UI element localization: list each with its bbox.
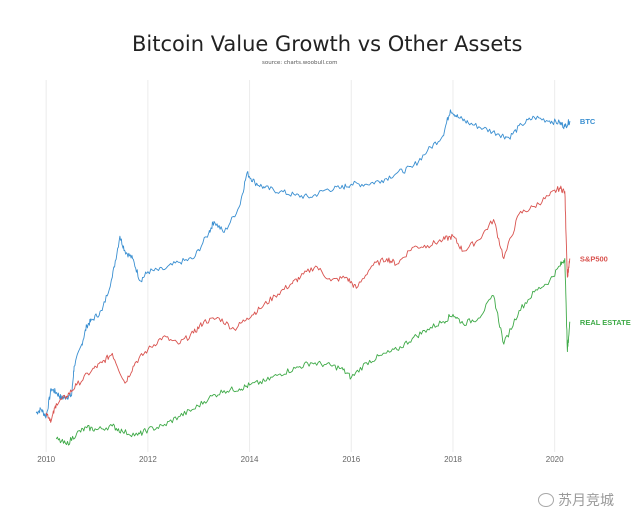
grid-lines — [45, 80, 556, 452]
chart-title: Bitcoin Value Growth vs Other Assets — [132, 32, 523, 56]
series-label: REAL ESTATE — [580, 318, 631, 327]
x-tick-label: 2016 — [342, 455, 360, 464]
series-label: S&P500 — [580, 255, 608, 264]
series-layer — [35, 109, 571, 446]
chart-subtitle: source: charts.woobull.com — [262, 60, 338, 66]
series-label: BTC — [580, 117, 596, 126]
watermark: 苏月竞城 — [538, 490, 614, 510]
x-tick-label: 2012 — [139, 455, 157, 464]
x-tick-label: 2020 — [546, 455, 564, 464]
watermark-text: 苏月竞城 — [558, 493, 614, 509]
x-axis-ticks: 2010 2012 2014 2016 2018 2020 — [37, 455, 564, 464]
series-labels: BTC S&P500 REAL ESTATE — [580, 117, 631, 327]
series-line-btc — [35, 109, 571, 419]
x-tick-label: 2010 — [37, 455, 55, 464]
series-line-s-p500 — [45, 185, 571, 423]
weibo-icon — [538, 493, 554, 507]
x-tick-label: 2018 — [444, 455, 462, 464]
x-tick-label: 2014 — [241, 455, 259, 464]
series-line-real-estate — [55, 258, 571, 446]
